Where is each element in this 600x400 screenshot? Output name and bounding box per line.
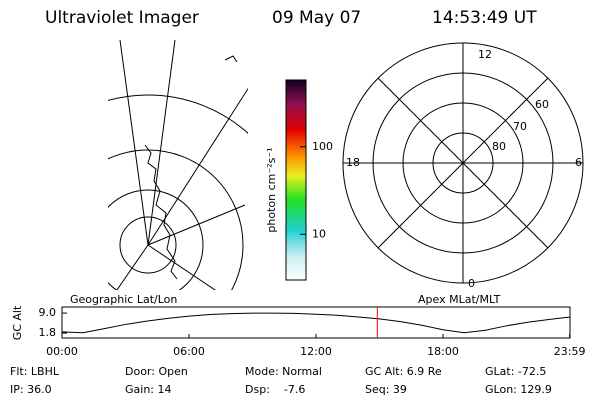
- lat-label: 80: [492, 140, 506, 153]
- map-label: Geographic Lat/Lon: [70, 293, 177, 306]
- mlt-label: 12: [478, 48, 492, 61]
- x-tick-label: 12:00: [300, 345, 332, 358]
- instrument: Ultraviolet Imager: [45, 8, 199, 28]
- x-tick-label: 18:00: [427, 345, 459, 358]
- x-tick-label: 06:00: [173, 345, 205, 358]
- info-text: Door: Open: [125, 365, 188, 378]
- time: 14:53:49 UT: [432, 8, 537, 28]
- info-text: IP: 36.0: [10, 383, 52, 396]
- info-text: Dsp: -7.6: [245, 383, 305, 396]
- date: 09 May 07: [272, 8, 361, 28]
- lat-label: 70: [513, 120, 527, 133]
- altitude-line: [61, 312, 571, 334]
- mlt-label: 18: [346, 156, 360, 169]
- colorbar-tick-label: 100: [312, 140, 333, 153]
- y-axis-label: GC Alt: [11, 305, 24, 340]
- info-text: Mode: Normal: [245, 365, 322, 378]
- info-text: Gain: 14: [125, 383, 172, 396]
- info-text: GLon: 129.9: [485, 383, 552, 396]
- map: [108, 40, 248, 290]
- mlt-label: 0: [468, 277, 475, 290]
- polar-label: Apex MLat/MLT: [418, 293, 501, 306]
- y-tick-label: 9.0: [39, 306, 57, 319]
- info-text: GLat: -72.5: [485, 365, 546, 378]
- lat-label: 60: [535, 98, 549, 111]
- colorbar-label: photon cm⁻²s⁻¹: [265, 147, 278, 232]
- x-tick-label: 00:00: [46, 345, 78, 358]
- info-text: GC Alt: 6.9 Re: [365, 365, 442, 378]
- x-tick-label: 23:59: [554, 345, 586, 358]
- colorbar-tick-label: 10: [312, 227, 326, 240]
- y-tick-label: 1.8: [39, 326, 57, 339]
- info-text: Seq: 39: [365, 383, 407, 396]
- mlt-label: 6: [575, 156, 582, 169]
- colorbar: [285, 79, 307, 281]
- polar-grid: [342, 42, 584, 284]
- info-text: Flt: LBHL: [10, 365, 60, 378]
